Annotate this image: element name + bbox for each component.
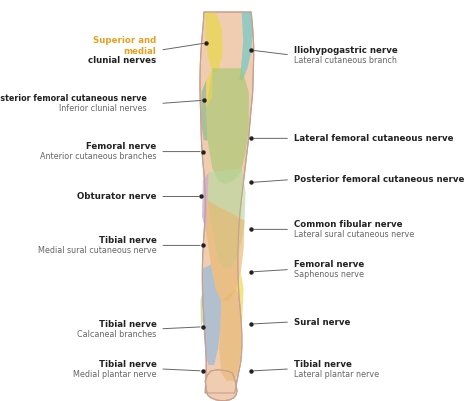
Text: Iliohypogastric nerve: Iliohypogastric nerve <box>294 46 398 55</box>
Polygon shape <box>201 80 208 140</box>
Polygon shape <box>206 200 245 301</box>
Text: Tibial nerve: Tibial nerve <box>99 320 156 328</box>
Text: Tibial nerve: Tibial nerve <box>294 360 352 369</box>
Polygon shape <box>200 12 254 393</box>
Text: Lateral plantar nerve: Lateral plantar nerve <box>294 370 379 379</box>
Polygon shape <box>219 289 242 381</box>
Polygon shape <box>206 68 249 184</box>
Polygon shape <box>239 12 253 80</box>
Polygon shape <box>205 370 237 401</box>
Text: Medial sural cutaneous nerve: Medial sural cutaneous nerve <box>38 246 156 255</box>
Text: Femoral nerve: Femoral nerve <box>294 260 364 269</box>
Polygon shape <box>236 273 244 353</box>
Text: Lateral femoral cutaneous nerve: Lateral femoral cutaneous nerve <box>294 134 453 143</box>
Polygon shape <box>205 12 223 72</box>
Text: Sural nerve: Sural nerve <box>294 318 350 326</box>
Polygon shape <box>206 68 212 108</box>
Text: Inferior clunial nerves: Inferior clunial nerves <box>59 104 147 113</box>
Text: Posterior femoral cutaneous nerve: Posterior femoral cutaneous nerve <box>294 175 464 184</box>
Text: Medial plantar nerve: Medial plantar nerve <box>73 370 156 379</box>
Text: Posterior femoral cutaneous nerve: Posterior femoral cutaneous nerve <box>0 94 147 103</box>
Text: Tibial nerve: Tibial nerve <box>99 236 156 245</box>
Text: Saphenous nerve: Saphenous nerve <box>294 270 364 279</box>
Text: Lateral sural cutaneous nerve: Lateral sural cutaneous nerve <box>294 230 414 239</box>
Text: Calcaneal branches: Calcaneal branches <box>77 330 156 338</box>
Polygon shape <box>202 172 209 233</box>
Text: Femoral nerve: Femoral nerve <box>86 142 156 151</box>
Text: Anterior cutaneous branches: Anterior cutaneous branches <box>40 152 156 161</box>
Text: clunial nerves: clunial nerves <box>88 57 156 65</box>
Text: Tibial nerve: Tibial nerve <box>99 360 156 369</box>
Polygon shape <box>201 293 203 329</box>
Polygon shape <box>202 265 221 365</box>
Text: Obturator nerve: Obturator nerve <box>77 192 156 201</box>
Text: Superior and
medial: Superior and medial <box>93 36 156 56</box>
Text: Lateral cutaneous branch: Lateral cutaneous branch <box>294 56 397 65</box>
Text: Common fibular nerve: Common fibular nerve <box>294 220 402 229</box>
Polygon shape <box>208 168 246 269</box>
